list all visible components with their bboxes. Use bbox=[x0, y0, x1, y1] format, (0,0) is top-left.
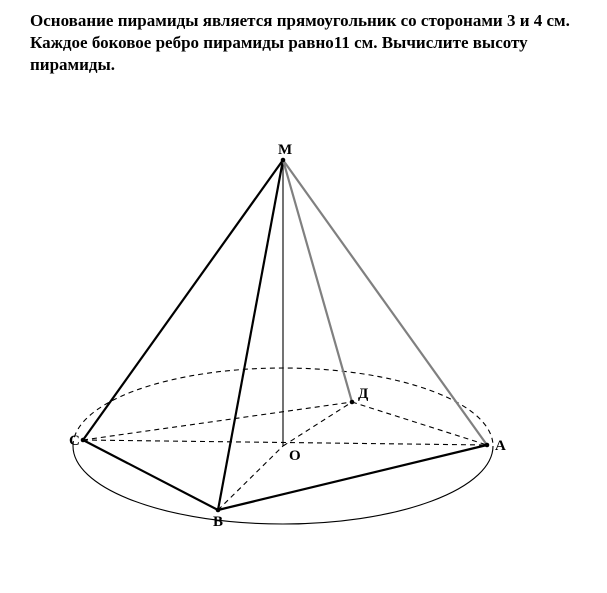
label-D: Д bbox=[358, 386, 369, 402]
label-M: М bbox=[278, 142, 292, 158]
problem-line1: Основание пирамиды является прямоугольни… bbox=[30, 11, 570, 30]
pyramid-diagram: М А В С Д О bbox=[0, 140, 607, 570]
edge-MB bbox=[218, 160, 283, 510]
problem-text: Основание пирамиды является прямоугольни… bbox=[30, 10, 587, 76]
label-B: В bbox=[213, 514, 223, 530]
label-C: С bbox=[69, 433, 80, 449]
edge-DA bbox=[352, 402, 487, 445]
edge-MA bbox=[283, 160, 487, 445]
edge-CD bbox=[83, 402, 352, 440]
point-A bbox=[485, 443, 490, 448]
label-A: А bbox=[495, 438, 506, 454]
edge-BA bbox=[218, 445, 487, 510]
problem-line2: Каждое боковое ребро пирамиды равно11 см… bbox=[30, 33, 528, 74]
edge-MC bbox=[83, 160, 283, 440]
point-D bbox=[350, 400, 355, 405]
point-C bbox=[81, 438, 86, 443]
point-B bbox=[216, 508, 221, 513]
edge-MD bbox=[283, 160, 352, 402]
label-O: О bbox=[289, 448, 301, 464]
diag-BD-2 bbox=[283, 402, 352, 446]
point-M bbox=[281, 158, 286, 163]
edge-CB bbox=[83, 440, 218, 510]
